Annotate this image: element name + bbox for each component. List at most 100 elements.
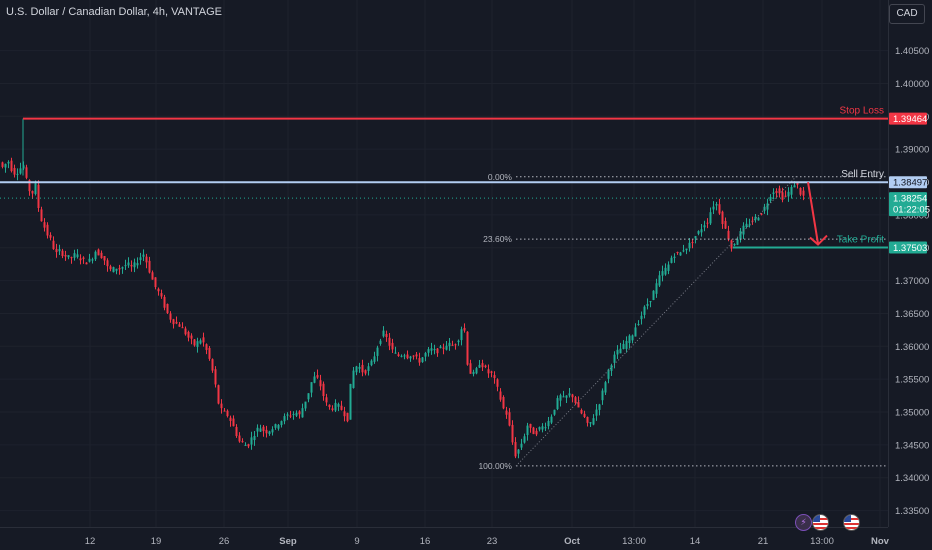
candle <box>313 376 316 383</box>
candle <box>133 262 136 268</box>
candle <box>418 358 421 363</box>
candle <box>28 180 31 192</box>
candle <box>775 190 778 193</box>
candle <box>223 410 226 412</box>
candle <box>649 301 652 303</box>
candle <box>88 258 91 262</box>
candle <box>442 347 445 349</box>
y-tick-label: 1.36000 <box>895 342 929 353</box>
candle <box>172 319 175 325</box>
candle <box>55 248 58 253</box>
current-price-tag: 1.38254 <box>893 194 927 205</box>
currency-button[interactable]: CAD <box>889 4 925 24</box>
x-tick-label: Nov <box>871 536 890 547</box>
candle <box>145 256 148 263</box>
candle <box>766 203 769 210</box>
candle <box>298 411 301 415</box>
candle <box>337 404 340 407</box>
candle <box>427 349 430 353</box>
candle <box>499 391 502 400</box>
candle <box>571 394 574 398</box>
candle <box>271 429 274 433</box>
us-flag-icon[interactable] <box>843 514 860 531</box>
candle <box>124 265 127 267</box>
candle <box>217 385 220 404</box>
y-tick-label: 1.35000 <box>895 408 929 419</box>
candle <box>598 404 601 410</box>
candle <box>463 327 466 331</box>
candle <box>787 191 790 197</box>
candle <box>508 412 511 426</box>
candle <box>682 250 685 252</box>
candle <box>673 256 676 259</box>
candle <box>514 442 517 457</box>
candle <box>703 225 706 228</box>
candle <box>676 252 679 254</box>
candle <box>76 254 79 258</box>
candle <box>601 390 604 401</box>
candle <box>166 303 169 314</box>
candle <box>754 216 757 220</box>
candle <box>187 331 190 338</box>
candle <box>253 435 256 441</box>
candle <box>112 267 115 273</box>
candle <box>205 344 208 350</box>
candle <box>274 424 277 428</box>
candle <box>43 222 46 228</box>
y-tick-label: 1.36500 <box>895 309 929 320</box>
candle <box>559 395 562 401</box>
candle <box>781 192 784 200</box>
down-arrow-icon <box>807 182 819 244</box>
candle <box>565 395 568 398</box>
candle <box>103 256 106 261</box>
candle <box>268 431 271 434</box>
candle <box>67 255 70 258</box>
candle <box>61 250 64 256</box>
candle <box>4 163 7 168</box>
candle <box>757 217 760 221</box>
sell-entry-label: Sell Entry <box>841 169 884 180</box>
candle <box>670 257 673 263</box>
flash-icon[interactable]: ⚡ <box>795 514 812 531</box>
candle <box>91 259 94 261</box>
candle <box>232 418 235 427</box>
candle <box>793 185 796 188</box>
candle <box>532 427 535 435</box>
price-axis[interactable] <box>888 0 932 550</box>
candle <box>556 398 559 410</box>
candle <box>412 355 415 357</box>
candle <box>304 401 307 409</box>
candle <box>529 423 532 428</box>
candle <box>283 416 286 422</box>
candle <box>550 416 553 423</box>
arrow-head-icon <box>809 234 828 246</box>
candle <box>397 354 400 356</box>
candle <box>421 357 424 363</box>
candle <box>262 426 265 432</box>
candle <box>382 330 385 337</box>
candle <box>85 262 88 265</box>
candle <box>784 195 787 197</box>
candle <box>16 173 19 175</box>
us-flag-icon[interactable] <box>812 514 829 531</box>
candle <box>244 444 247 446</box>
candle <box>688 242 691 249</box>
candle <box>547 420 550 427</box>
y-tick-label: 1.40500 <box>895 46 929 57</box>
y-tick-label: 1.37000 <box>895 276 929 287</box>
candle <box>526 425 529 436</box>
candle <box>226 410 229 417</box>
candle <box>634 327 637 337</box>
candle <box>295 412 298 416</box>
candle <box>64 254 67 257</box>
candle <box>487 369 490 374</box>
x-tick-label: 13:00 <box>622 536 646 547</box>
candle <box>79 258 82 261</box>
candle <box>616 349 619 355</box>
candle <box>334 402 337 411</box>
candle <box>652 290 655 300</box>
candle <box>256 427 259 432</box>
candle <box>769 196 772 201</box>
candle <box>157 288 160 292</box>
